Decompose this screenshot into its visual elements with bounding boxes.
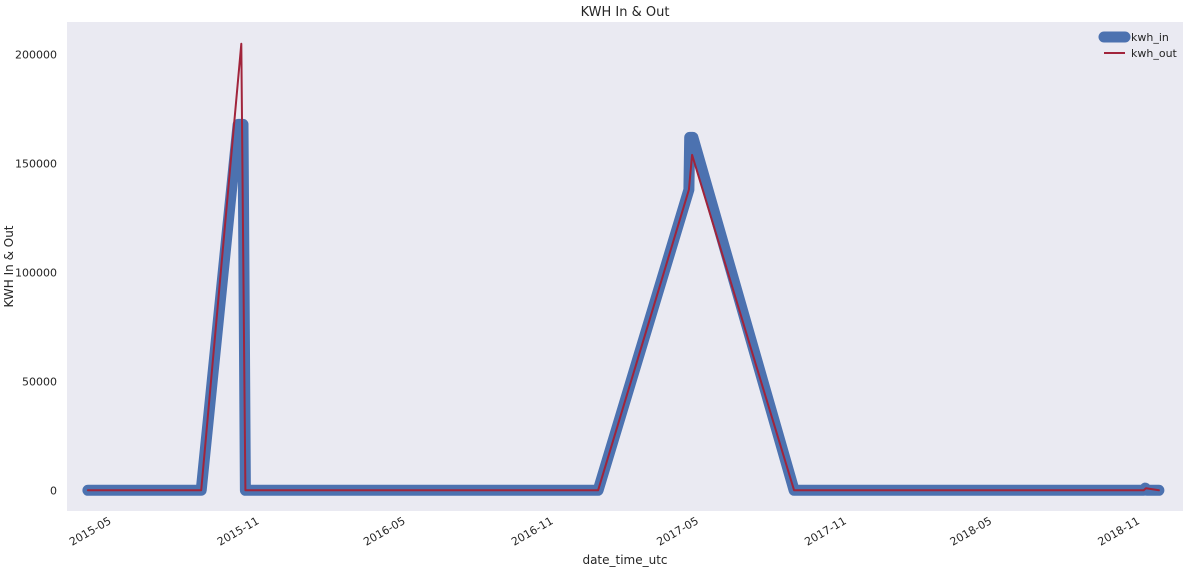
x-tick-label: 2018-11: [1096, 514, 1142, 548]
kwh_in-legend-label: kwh_in: [1131, 31, 1169, 44]
y-tick-label: 150000: [15, 158, 57, 171]
y-tick-label: 50000: [22, 375, 57, 388]
x-tick-label: 2016-05: [361, 514, 407, 548]
y-tick-label: 100000: [15, 266, 57, 279]
x-tick-label: 2016-11: [509, 514, 555, 548]
kwh_out-legend-label: kwh_out: [1131, 47, 1178, 60]
x-tick-label: 2017-11: [802, 514, 848, 548]
x-tick-label: 2017-05: [655, 514, 701, 548]
kwh_out-series-line: [86, 42, 1160, 492]
chart-title: KWH In & Out: [581, 5, 670, 20]
x-axis-title: date_time_utc: [582, 553, 667, 567]
y-axis-title: KWH In & Out: [2, 225, 16, 307]
x-tick-label: 2015-05: [67, 514, 113, 548]
x-tick-label: 2015-11: [215, 514, 261, 548]
x-axis-ticks: 2015-05 2015-11 2016-05 2016-11 2017-05 2017-…: [67, 514, 1142, 548]
y-tick-label: 200000: [15, 49, 57, 62]
y-axis-ticks: 0 50000 100000 150000 200000: [15, 49, 57, 498]
series-layer: [82, 42, 1165, 496]
y-tick-label: 0: [50, 484, 57, 497]
legend: kwh_in kwh_out: [1098, 31, 1178, 60]
x-tick-label: 2018-05: [948, 514, 994, 548]
plot-background: [67, 22, 1183, 511]
